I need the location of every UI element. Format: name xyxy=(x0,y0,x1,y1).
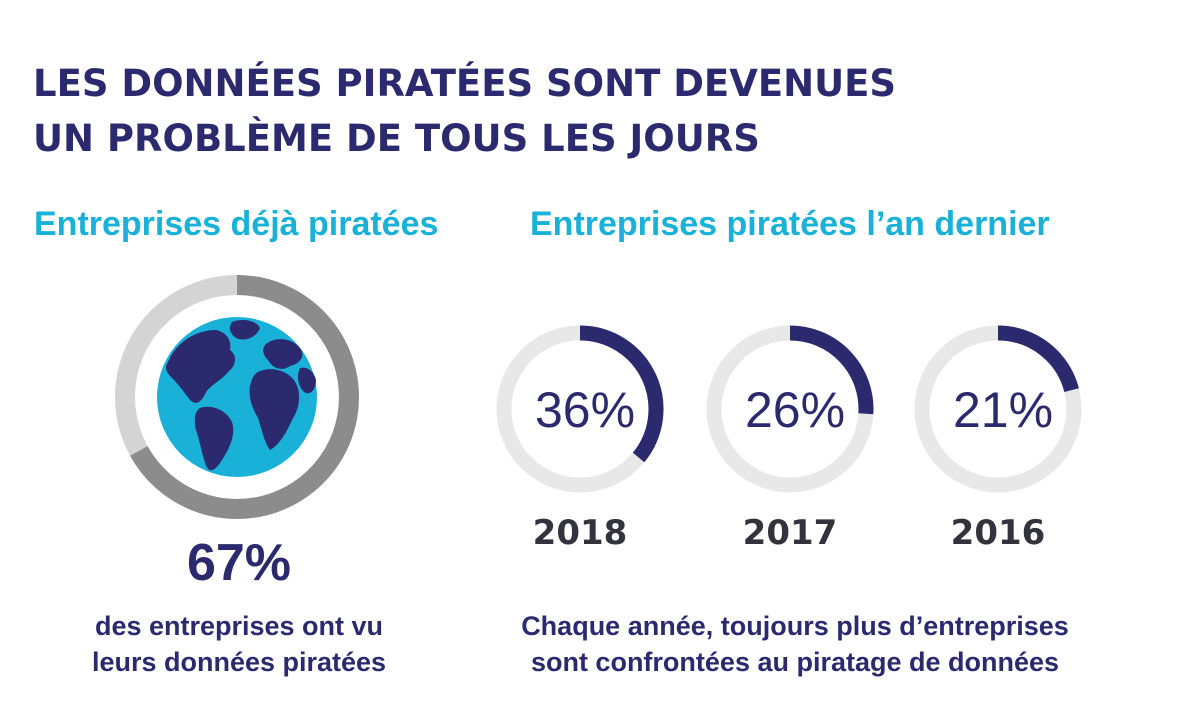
overall-value-label: 67% xyxy=(186,534,292,592)
year-ring-2018: 36% 2018 xyxy=(496,325,664,553)
right-caption: Chaque année, toujours plus d’entreprise… xyxy=(470,608,1120,680)
ring-arc xyxy=(579,325,664,463)
ring-value-label: 21% xyxy=(953,382,1053,438)
right-caption-line-1: Chaque année, toujours plus d’entreprise… xyxy=(521,611,1069,641)
year-label: 2017 xyxy=(743,513,838,553)
left-heading: Entreprises déjà piratées xyxy=(34,205,439,243)
page-title: LES DONNÉES PIRATÉES SONT DEVENUES UN PR… xyxy=(33,56,896,166)
year-label: 2018 xyxy=(533,513,628,553)
left-caption-line-2: leurs données piratées xyxy=(91,647,387,677)
title-line-1: LES DONNÉES PIRATÉES SONT DEVENUES xyxy=(33,62,897,105)
ring-value-label: 26% xyxy=(745,382,845,438)
ring-arc xyxy=(789,325,874,415)
overall-ring xyxy=(115,275,359,519)
year-ring-2016: 21% 2016 xyxy=(914,325,1082,553)
ring-value-label: 36% xyxy=(535,382,635,438)
globe-icon xyxy=(157,317,317,477)
year-ring-2017: 26% 2017 xyxy=(706,325,874,553)
right-heading: Entreprises piratées l’an dernier xyxy=(530,205,1050,243)
year-label: 2016 xyxy=(951,513,1046,553)
title-line-2: UN PROBLÈME DE TOUS LES JOURS xyxy=(33,117,760,160)
overall-ring-arc xyxy=(130,275,359,519)
yearly-rings: 36% 2018 26% 2017 21% 2016 xyxy=(496,325,1082,553)
left-caption-line-1: des entreprises ont vu xyxy=(94,611,384,641)
right-caption-line-2: sont confrontées au piratage de données xyxy=(530,647,1060,677)
left-caption: des entreprises ont vu leurs données pir… xyxy=(0,608,478,680)
ring-arc xyxy=(997,325,1079,393)
